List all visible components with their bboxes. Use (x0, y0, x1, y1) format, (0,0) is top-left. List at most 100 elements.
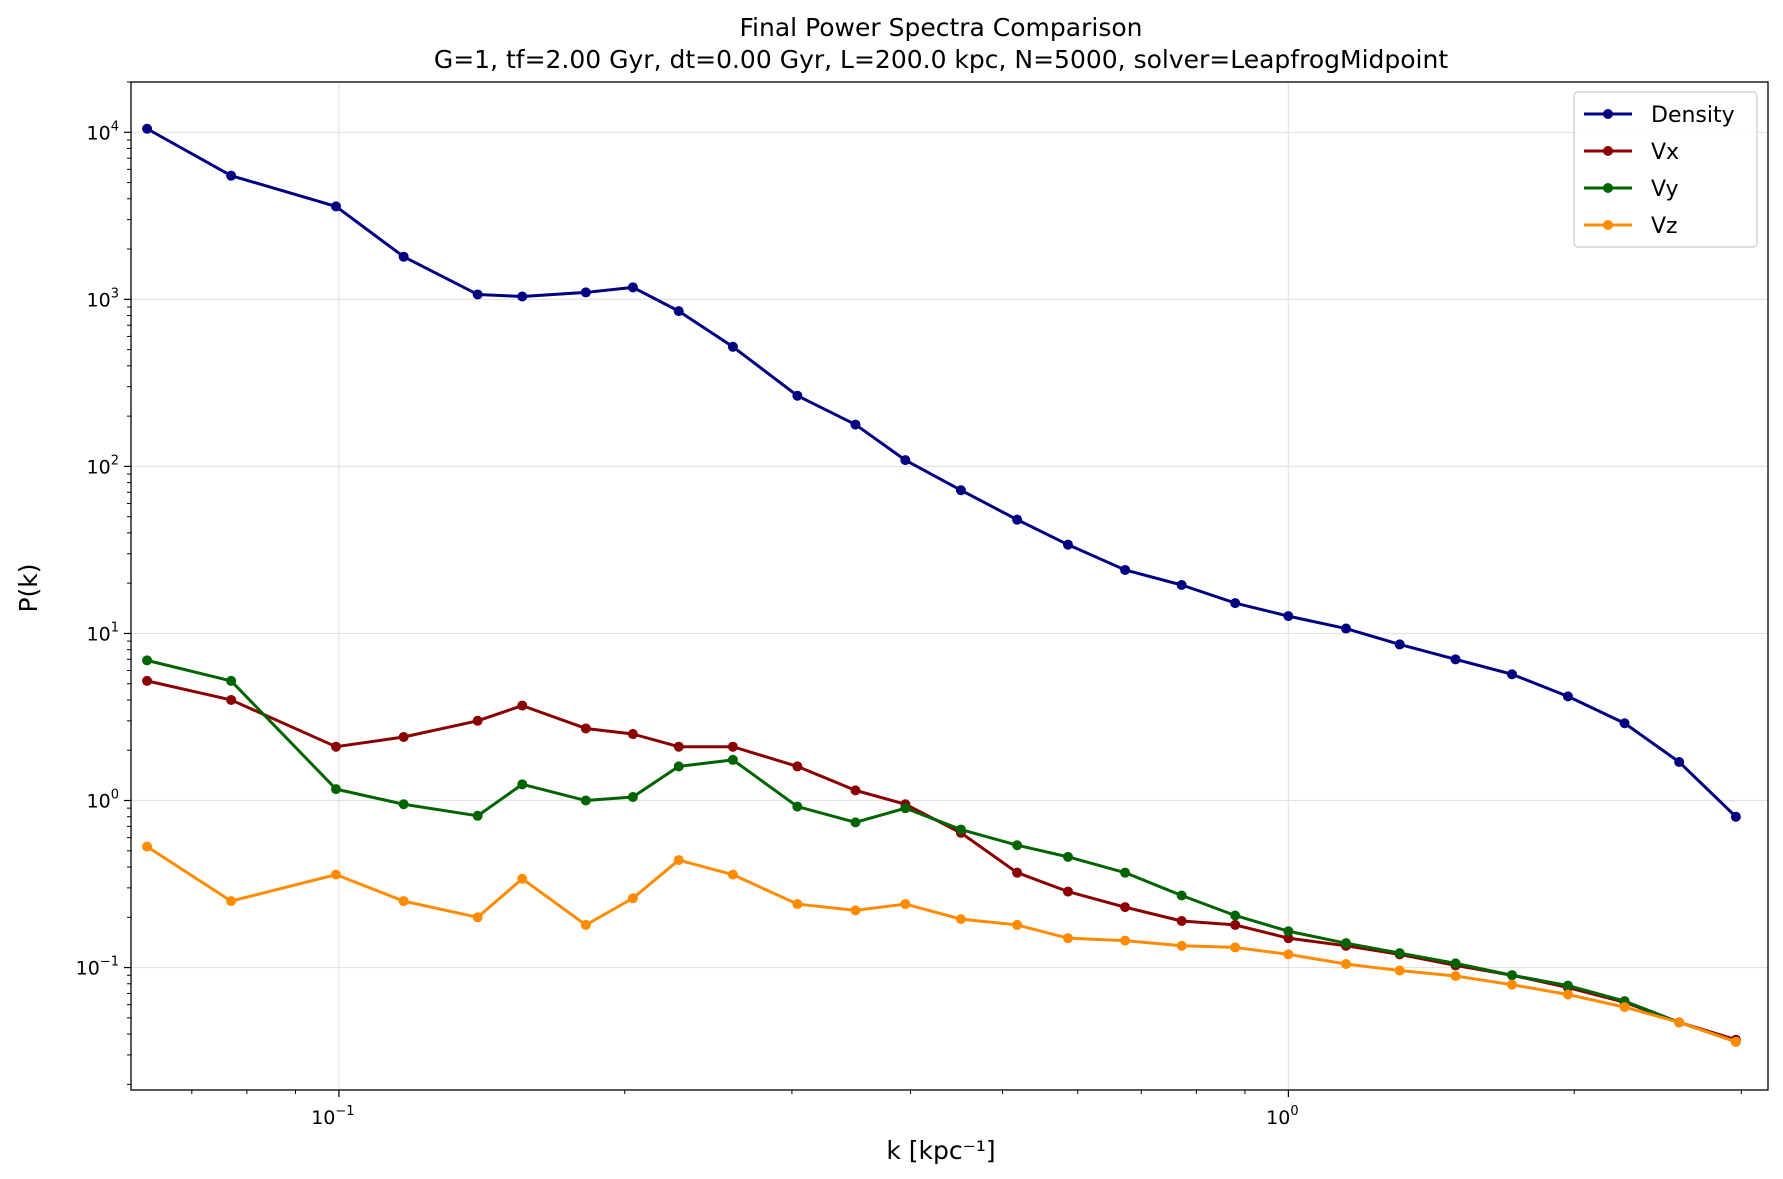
legend-marker-vz (1603, 220, 1613, 230)
data-point-vz (580, 919, 591, 930)
legend-label-vz: Vz (1651, 214, 1678, 239)
data-point-density (792, 390, 803, 401)
y-axis-label: P(k) (14, 563, 43, 612)
data-point-density (1120, 564, 1131, 575)
data-point-vx (472, 715, 483, 726)
data-point-vy (673, 761, 684, 772)
data-point-vz (472, 912, 483, 923)
plot-frame (130, 81, 1769, 1091)
data-point-vx (226, 694, 237, 705)
data-point-vz (1562, 989, 1573, 1000)
data-point-density (1283, 611, 1294, 622)
data-point-density (727, 341, 738, 352)
data-point-density (517, 291, 528, 302)
data-point-vy (727, 754, 738, 765)
data-point-vz (673, 855, 684, 866)
data-point-vy (580, 795, 591, 806)
series-line-density (145, 127, 1738, 819)
data-point-vy (1394, 948, 1405, 959)
data-point-density (955, 485, 966, 496)
data-point-vz (1120, 935, 1131, 946)
data-point-vy (955, 824, 966, 835)
data-point-density (472, 289, 483, 300)
data-point-vy (1450, 958, 1461, 969)
data-point-vx (517, 700, 528, 711)
data-point-vz (727, 869, 738, 880)
data-point-vx (1176, 916, 1187, 927)
legend-label-density: Density (1651, 103, 1735, 128)
data-point-vx (792, 761, 803, 772)
legend-marker-vy (1603, 183, 1613, 193)
data-point-density (673, 306, 684, 317)
data-point-vz (331, 869, 342, 880)
data-point-vy (142, 655, 153, 666)
legend-marker-density (1603, 109, 1613, 119)
data-point-vy (398, 799, 409, 810)
legend: Density Vx Vy Vz (1573, 91, 1758, 248)
data-point-vy (850, 817, 861, 828)
data-point-vz (1619, 1002, 1630, 1013)
data-point-vz (1062, 933, 1073, 944)
series-line-vz (145, 845, 1738, 1044)
data-point-vz (627, 893, 638, 904)
data-point-density (1394, 639, 1405, 650)
data-point-vz (1507, 979, 1518, 990)
data-point-vz (1283, 949, 1294, 960)
data-point-density (900, 455, 911, 466)
data-point-vx (580, 723, 591, 734)
y-tick-label: 102 (87, 453, 119, 478)
data-point-vz (1012, 919, 1023, 930)
data-point-vx (673, 741, 684, 752)
chart-subtitle: G=1, tf=2.00 Gyr, dt=0.00 Gyr, L=200.0 k… (434, 45, 1448, 74)
data-point-vx (1230, 919, 1241, 930)
data-point-vz (1341, 959, 1352, 970)
data-point-vy (792, 801, 803, 812)
data-point-vy (472, 810, 483, 821)
x-tick-label: 10−1 (311, 1104, 354, 1129)
data-point-density (627, 282, 638, 293)
y-tick-label: 100 (87, 788, 119, 813)
data-point-vz (1450, 971, 1461, 982)
tick-layer: 10−1 100 10−1 100 101 102 103 104 (76, 81, 1742, 1129)
data-point-density (850, 419, 861, 430)
data-point-vx (142, 675, 153, 686)
data-point-density (1176, 580, 1187, 591)
data-point-vx (1062, 886, 1073, 897)
data-point-vy (1562, 980, 1573, 991)
data-point-density (1562, 691, 1573, 702)
data-point-density (1341, 623, 1352, 634)
data-point-vz (850, 905, 861, 916)
series-line-vy (145, 658, 1738, 1044)
data-point-vz (142, 841, 153, 852)
data-point-vy (1341, 938, 1352, 949)
data-point-density (398, 251, 409, 262)
data-point-vx (1283, 933, 1294, 944)
data-point-vy (517, 779, 528, 790)
data-point-vy (900, 803, 911, 814)
y-tick-label: 101 (87, 620, 119, 645)
y-tick-label: 10−1 (76, 955, 119, 980)
data-point-density (1507, 669, 1518, 680)
data-point-vz (1176, 940, 1187, 951)
data-point-density (331, 201, 342, 212)
data-point-density (142, 123, 153, 134)
y-tick-label: 103 (87, 286, 119, 311)
legend-box (1573, 91, 1758, 248)
data-point-vx (1120, 902, 1131, 913)
data-point-vz (1674, 1017, 1685, 1028)
data-point-vy (331, 784, 342, 795)
data-point-vz (1394, 965, 1405, 976)
legend-marker-vx (1603, 146, 1613, 156)
series-layer (142, 123, 1741, 1047)
data-point-vy (1283, 926, 1294, 937)
data-point-vx (1012, 867, 1023, 878)
data-point-density (1062, 539, 1073, 550)
data-point-vz (955, 914, 966, 925)
data-point-density (1450, 654, 1461, 665)
data-point-density (226, 170, 237, 181)
data-point-vx (850, 785, 861, 796)
data-point-vy (1176, 890, 1187, 901)
x-tick-label: 100 (1266, 1104, 1298, 1129)
data-point-vy (226, 675, 237, 686)
